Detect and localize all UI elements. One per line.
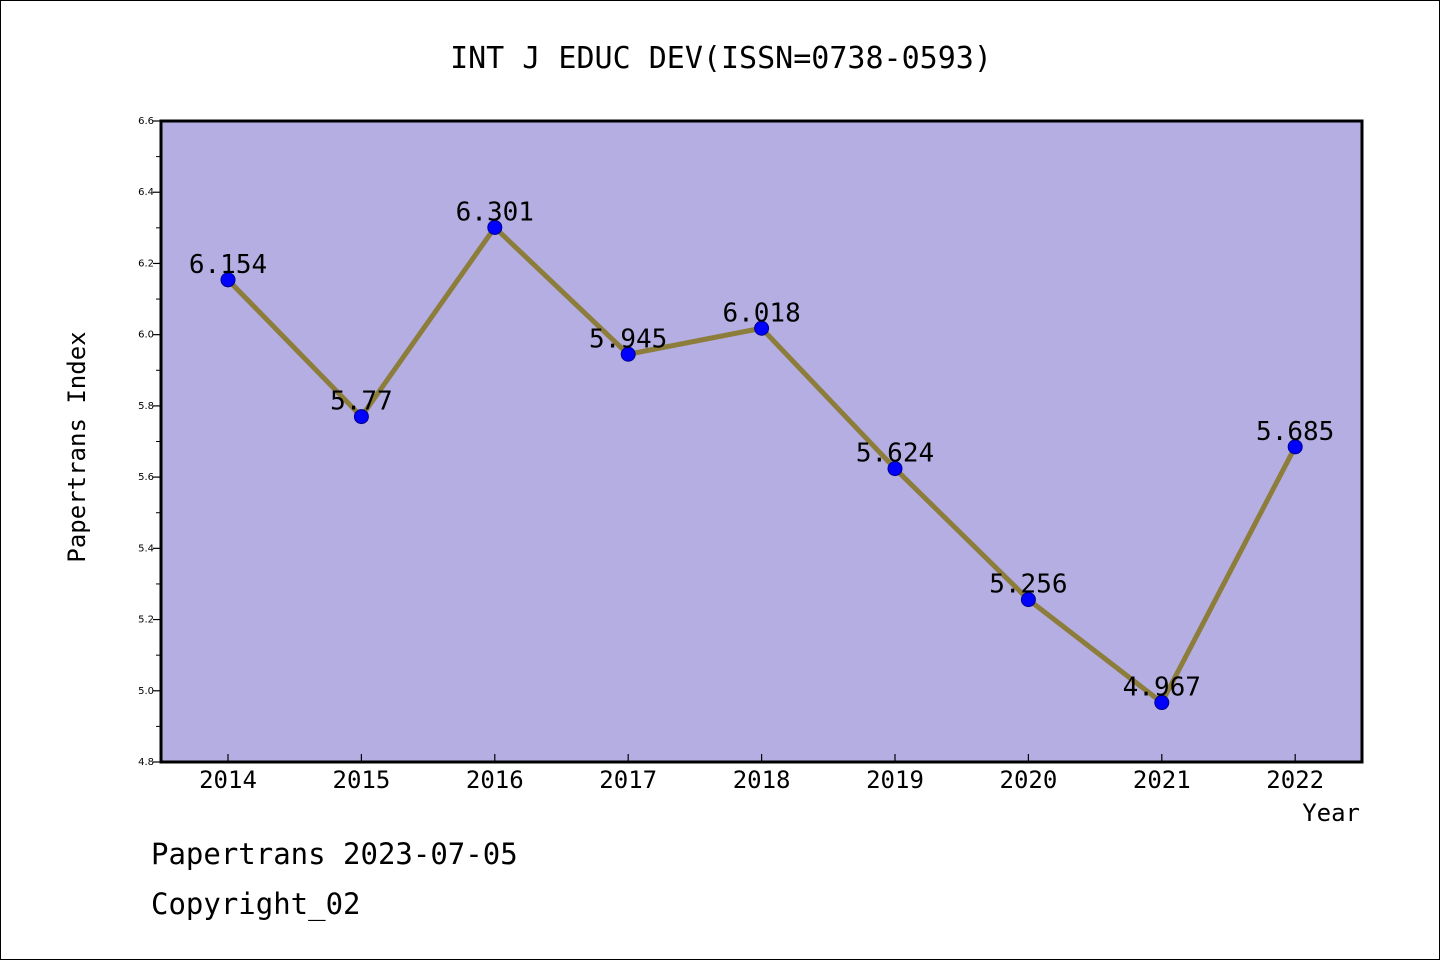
y-axis-label: Papertrans Index — [63, 331, 91, 562]
x-tick-label: 2022 — [1266, 766, 1324, 794]
footer-copyright-text: Copyright_02 — [151, 887, 361, 921]
y-tick-label: 6.6 — [138, 116, 154, 127]
data-label: 6.301 — [456, 197, 534, 227]
data-point-marker — [487, 219, 503, 235]
data-point-marker — [353, 409, 369, 425]
plot-area — [159, 119, 1364, 764]
y-tick-label: 6.2 — [138, 258, 154, 269]
y-tick-label: 4.8 — [138, 757, 154, 768]
data-point-marker — [754, 320, 770, 336]
y-tick-label: 6.4 — [138, 187, 154, 198]
y-axis-ticks: 4.8 5.0 5.2 5.4 5.6 5.8 6.0 6.2 6.4 6.6 — [138, 116, 161, 768]
series-group: 6.154 5.77 6.301 5.945 6.018 5.624 5.256 4.967 5… — [189, 197, 1334, 711]
data-point-marker — [1287, 439, 1303, 455]
x-tick-label: 2014 — [199, 766, 257, 794]
data-point-marker — [220, 272, 236, 288]
x-axis-ticks: 2014 2015 2016 2017 2018 2019 2020 2021 2022 — [199, 754, 1324, 794]
footer-date-text: Papertrans 2023-07-05 — [151, 837, 518, 871]
data-point-marker — [887, 461, 903, 477]
x-tick-label: 2017 — [599, 766, 657, 794]
y-tick-label: 5.2 — [138, 615, 154, 626]
x-tick-label: 2018 — [733, 766, 791, 794]
x-tick-label: 2021 — [1133, 766, 1191, 794]
x-tick-label: 2015 — [333, 766, 391, 794]
x-axis-label: Year — [1302, 799, 1360, 827]
data-point-marker — [1154, 695, 1170, 711]
data-label: 4.967 — [1123, 673, 1201, 703]
x-tick-label: 2019 — [866, 766, 924, 794]
x-tick-label: 2020 — [1000, 766, 1058, 794]
data-label: 6.154 — [189, 250, 267, 280]
data-label: 5.624 — [856, 439, 934, 469]
data-label: 5.256 — [989, 570, 1067, 600]
chart-title: INT J EDUC DEV(ISSN=0738-0593) — [450, 41, 992, 76]
data-label: 5.77 — [330, 387, 393, 417]
data-point-marker — [1020, 592, 1036, 608]
y-tick-label: 6.0 — [138, 330, 154, 341]
x-tick-label: 2016 — [466, 766, 524, 794]
y-tick-label: 5.8 — [138, 401, 154, 412]
y-tick-label: 5.6 — [138, 472, 154, 483]
data-label: 6.018 — [722, 298, 800, 328]
data-label: 5.685 — [1256, 417, 1334, 447]
data-label: 5.945 — [589, 324, 667, 354]
data-point-marker — [620, 346, 636, 362]
y-tick-label: 5.4 — [138, 543, 154, 554]
y-tick-label: 5.0 — [138, 686, 154, 697]
